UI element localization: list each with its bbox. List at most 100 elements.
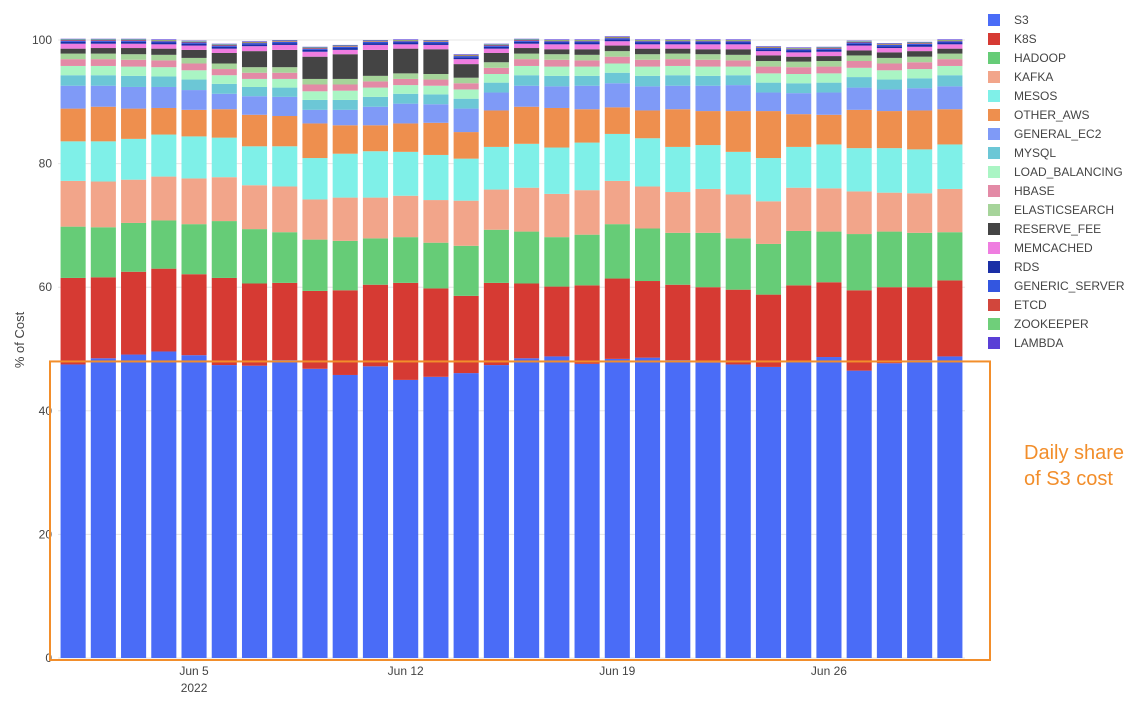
bar-segment — [695, 188, 721, 233]
bar-segment — [90, 227, 116, 278]
bar-segment — [574, 75, 600, 86]
bar-stack — [332, 44, 358, 658]
bar-segment — [241, 72, 268, 79]
bar-segment — [816, 73, 842, 83]
bar-segment — [544, 237, 570, 287]
bar-segment — [393, 103, 419, 124]
bar-stack — [60, 38, 86, 658]
bar-segment — [876, 192, 902, 232]
bar-segment — [907, 69, 933, 79]
bar-segment — [181, 90, 207, 110]
bar-segment — [483, 62, 509, 68]
bar-segment — [514, 48, 540, 54]
bar-segment — [574, 190, 600, 235]
bar-segment — [241, 44, 268, 47]
bar-segment — [483, 282, 509, 366]
bar-segment — [423, 242, 449, 289]
bar-segment — [544, 86, 570, 108]
bar-segment — [90, 40, 116, 42]
legend-item: ZOOKEEPER — [988, 317, 1089, 331]
bar-segment — [514, 38, 540, 40]
bar-segment — [574, 142, 600, 191]
bar-segment — [725, 40, 751, 41]
bar-segment — [514, 231, 540, 284]
bar-segment — [665, 44, 691, 49]
bar-segment — [725, 40, 751, 42]
bar-segment — [362, 151, 388, 198]
bar-segment — [635, 138, 661, 187]
bar-segment — [816, 144, 842, 189]
bar-segment — [695, 232, 721, 288]
bar-segment — [635, 186, 661, 229]
bar-segment — [665, 65, 691, 76]
bar-segment — [755, 92, 782, 112]
x-axis: Jun 5 2022 Jun 12 Jun 19 Jun 26 — [179, 664, 847, 695]
bar-segment — [181, 355, 207, 658]
bar-segment — [544, 147, 570, 194]
bar-segment — [60, 108, 86, 142]
bar-stack — [846, 40, 872, 658]
bar-segment — [60, 85, 86, 109]
bar-segment — [816, 46, 842, 48]
bar-segment — [635, 110, 661, 139]
bar-segment — [755, 201, 782, 244]
bar-segment — [60, 141, 86, 181]
bar-segment — [302, 199, 328, 240]
legend-swatch — [988, 223, 1000, 235]
bar-stack — [181, 40, 207, 658]
bar-stack — [272, 40, 298, 658]
bar-segment — [514, 75, 540, 86]
legend-swatch — [988, 90, 1000, 102]
bar-segment — [211, 177, 237, 222]
bar-segment — [695, 145, 721, 189]
bar-segment — [695, 40, 721, 41]
bar-segment — [302, 51, 328, 57]
bar-stack — [816, 46, 842, 658]
bar-segment — [362, 40, 388, 41]
bar-segment — [483, 44, 509, 46]
legend-item: KAFKA — [988, 70, 1053, 84]
bar-segment — [725, 60, 751, 67]
bar-segment — [514, 40, 540, 41]
x-tick-label: Jun 12 — [388, 664, 424, 678]
bar-segment — [241, 46, 268, 52]
bar-segment — [181, 178, 207, 225]
bar-segment — [907, 56, 933, 63]
bar-segment — [725, 44, 751, 50]
gridlines — [58, 39, 965, 659]
bar-segment — [211, 221, 237, 278]
bar-segment — [695, 59, 721, 67]
bar-segment — [846, 41, 872, 43]
bar-segment — [302, 56, 328, 79]
bar-segment — [725, 42, 751, 45]
bar-segment — [755, 48, 782, 50]
bar-segment — [725, 238, 751, 290]
bar-segment — [937, 75, 963, 87]
legend-item: GENERIC_SERVER — [988, 279, 1125, 293]
bar-segment — [272, 49, 298, 68]
bar-segment — [332, 90, 358, 100]
bar-segment — [181, 63, 207, 71]
bar-segment — [937, 356, 963, 658]
bar-segment — [362, 125, 388, 152]
bar-segment — [695, 75, 721, 86]
bar-segment — [483, 52, 509, 63]
bar-segment — [362, 49, 388, 76]
bar-segment — [393, 282, 419, 380]
bar-segment — [725, 364, 751, 658]
bar-segment — [151, 60, 177, 68]
bar-segment — [423, 200, 449, 243]
bar-segment — [423, 40, 449, 41]
bar-segment — [786, 83, 812, 94]
bar-stack — [725, 39, 751, 658]
bar-segment — [755, 243, 782, 295]
legend-item: GENERAL_EC2 — [988, 127, 1102, 141]
bar-segment — [786, 61, 812, 68]
bar-segment — [302, 109, 328, 124]
bar-segment — [665, 284, 691, 361]
legend-item: OTHER_AWS — [988, 108, 1090, 122]
bar-segment — [514, 59, 540, 66]
bar-segment — [907, 43, 933, 44]
bar-segment — [665, 75, 691, 86]
bar-segment — [876, 43, 902, 44]
